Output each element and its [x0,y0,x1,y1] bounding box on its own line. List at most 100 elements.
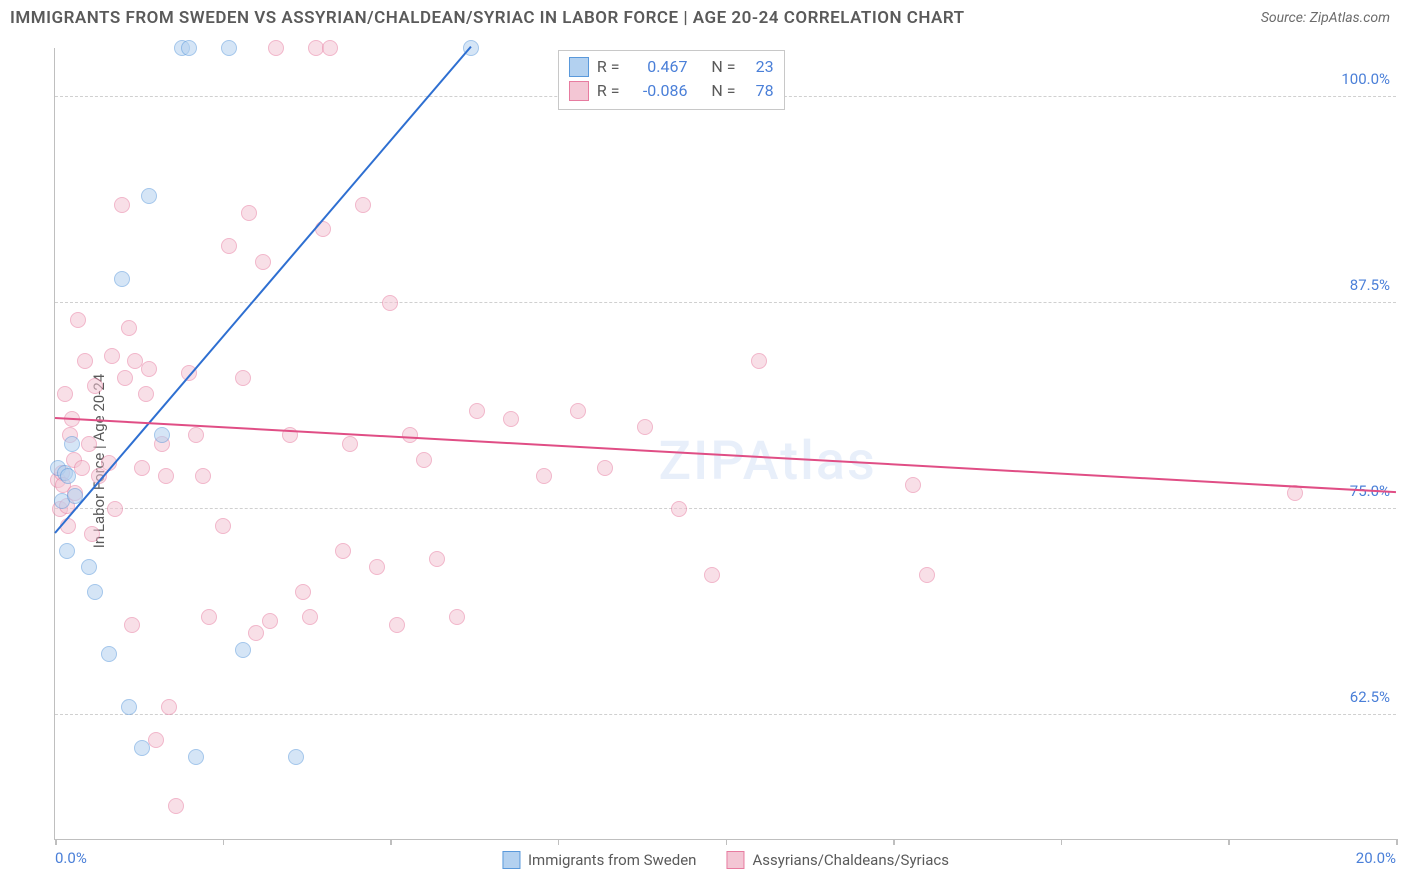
legend-label: Immigrants from Sweden [528,851,696,869]
data-point [121,699,137,715]
legend-item: Immigrants from Sweden [502,851,696,869]
data-point [181,40,197,56]
data-point [342,436,358,452]
data-point [161,699,177,715]
data-point [389,617,405,633]
trend-line [54,46,471,533]
data-point [469,403,485,419]
data-point [141,188,157,204]
data-point [416,452,432,468]
x-tick [223,839,225,845]
data-point [919,567,935,583]
data-point [335,543,351,559]
data-point [154,427,170,443]
gridline [55,714,1396,715]
data-point [134,460,150,476]
data-point [248,625,264,641]
scatter-plot: 62.5%75.0%87.5%100.0%0.0%20.0%ZIPAtlasR … [54,48,1396,840]
legend-swatch [726,851,744,869]
data-point [101,646,117,662]
data-point [449,609,465,625]
x-tick [726,839,728,845]
x-tick [558,839,560,845]
data-point [536,468,552,484]
x-tick [893,839,895,845]
data-point [637,419,653,435]
data-point [751,353,767,369]
data-point [255,254,271,270]
x-tick [1228,839,1230,845]
data-point [57,386,73,402]
legend-row: R = 0.467 N = 23 [569,55,774,79]
data-point [117,370,133,386]
data-point [104,348,120,364]
data-point [382,295,398,311]
correlation-legend: R = 0.467 N = 23R = -0.086 N = 78 [558,50,785,110]
data-point [241,205,257,221]
data-point [87,378,103,394]
legend-r-value: -0.086 [627,79,687,103]
data-point [188,427,204,443]
source-attribution: Source: ZipAtlas.com [1261,10,1390,26]
data-point [704,567,720,583]
data-point [570,403,586,419]
data-point [138,386,154,402]
data-point [355,197,371,213]
data-point [87,584,103,600]
legend-item: Assyrians/Chaldeans/Syriacs [726,851,949,869]
y-tick-label: 100.0% [1341,70,1390,88]
chart-title: IMMIGRANTS FROM SWEDEN VS ASSYRIAN/CHALD… [10,8,965,28]
gridline [55,508,1396,509]
y-tick-label: 87.5% [1350,276,1390,294]
x-tick-label: 0.0% [55,849,87,867]
legend-n-value: 78 [744,79,774,103]
data-point [369,559,385,575]
x-tick [55,839,57,845]
data-point [402,427,418,443]
data-point [429,551,445,567]
series-legend: Immigrants from Sweden Assyrians/Chaldean… [502,851,949,869]
data-point [77,353,93,369]
chart-container: In Labor Force | Age 20-24 62.5%75.0%87.… [10,40,1396,882]
legend-n-value: 23 [744,55,774,79]
data-point [221,40,237,56]
data-point [64,436,80,452]
data-point [114,271,130,287]
legend-r-label: R = [597,79,620,103]
data-point [295,584,311,600]
data-point [322,40,338,56]
data-point [302,609,318,625]
data-point [215,518,231,534]
data-point [60,468,76,484]
data-point [168,798,184,814]
data-point [158,468,174,484]
data-point [235,642,251,658]
data-point [503,411,519,427]
data-point [81,559,97,575]
legend-row: R =-0.086 N =78 [569,79,774,103]
data-point [288,749,304,765]
data-point [268,40,284,56]
data-point [121,320,137,336]
x-tick [1396,839,1398,845]
data-point [134,740,150,756]
legend-swatch [502,851,520,869]
x-tick [390,839,392,845]
x-tick [1061,839,1063,845]
data-point [235,370,251,386]
data-point [905,477,921,493]
data-point [221,238,237,254]
trend-line [55,417,1396,493]
data-point [195,468,211,484]
legend-r-label: R = [597,55,620,79]
data-point [188,749,204,765]
legend-r-value: 0.467 [627,55,687,79]
data-point [124,617,140,633]
data-point [59,543,75,559]
data-point [84,526,100,542]
data-point [141,361,157,377]
legend-n-label: N = [711,55,735,79]
legend-label: Assyrians/Chaldeans/Syriacs [752,851,949,869]
data-point [597,460,613,476]
data-point [81,436,97,452]
